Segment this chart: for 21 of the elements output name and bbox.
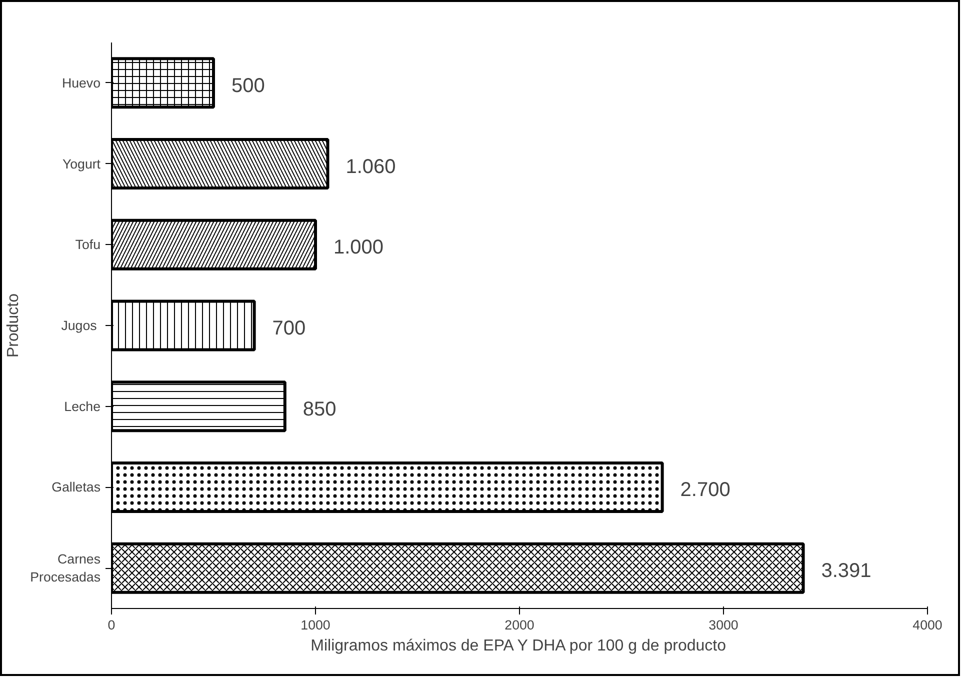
y-tick-label: Galletas [52,480,101,495]
x-tick-label: 2000 [504,618,534,632]
data-label: 850 [302,398,336,420]
x-axis-title: Miligramos máximos de EPA Y DHA por 100 g de producto [310,638,726,654]
y-tick-label: Huevo [62,75,101,90]
y-tick-label: Tofu [75,237,101,252]
y-tick-label: Yogurt [62,156,101,172]
data-label: 1.000 [334,236,384,259]
y-axis-title: Producto [5,293,22,358]
data-label: 2.700 [680,479,730,502]
x-tick-label: 1000 [300,618,330,632]
x-tick-label: 0 [108,618,116,632]
y-tick-label: Leche [64,398,101,414]
data-label: 500 [232,74,265,97]
y-tick-label: Carnes Procesadas [30,552,101,585]
data-label: 700 [272,318,306,340]
x-tick-label: 4000 [912,618,942,632]
data-label: 1.060 [346,156,396,178]
data-label: 3.391 [821,560,872,582]
y-tick-label: Jugos [61,318,98,333]
x-tick-label: 3000 [708,618,738,632]
